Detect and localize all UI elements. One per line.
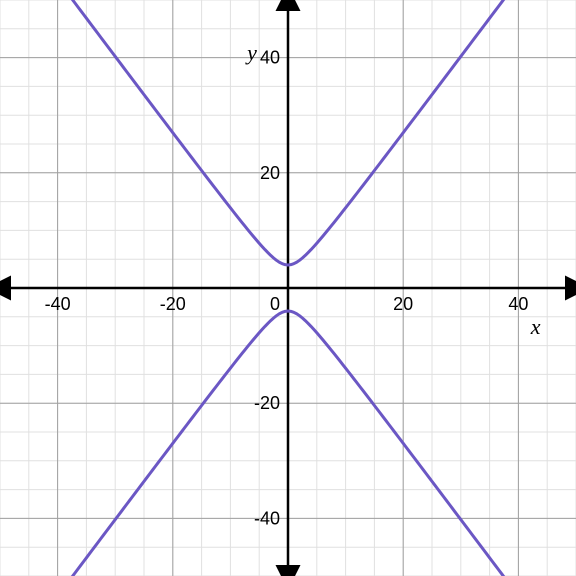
hyperbola-chart: -40 -20 20 40 -40 -20 20 40 0 x y xyxy=(0,0,576,576)
x-tick-label: 40 xyxy=(508,294,528,314)
y-tick-label: -20 xyxy=(254,393,280,413)
y-axis-label: y xyxy=(245,40,257,65)
y-tick-label: 20 xyxy=(260,163,280,183)
y-tick-label: -40 xyxy=(254,508,280,528)
x-tick-label: -20 xyxy=(160,294,186,314)
y-tick-label: 40 xyxy=(260,48,280,68)
origin-label: 0 xyxy=(270,294,280,314)
x-tick-label: -40 xyxy=(45,294,71,314)
x-axis-label: x xyxy=(530,314,541,339)
x-tick-label: 20 xyxy=(393,294,413,314)
